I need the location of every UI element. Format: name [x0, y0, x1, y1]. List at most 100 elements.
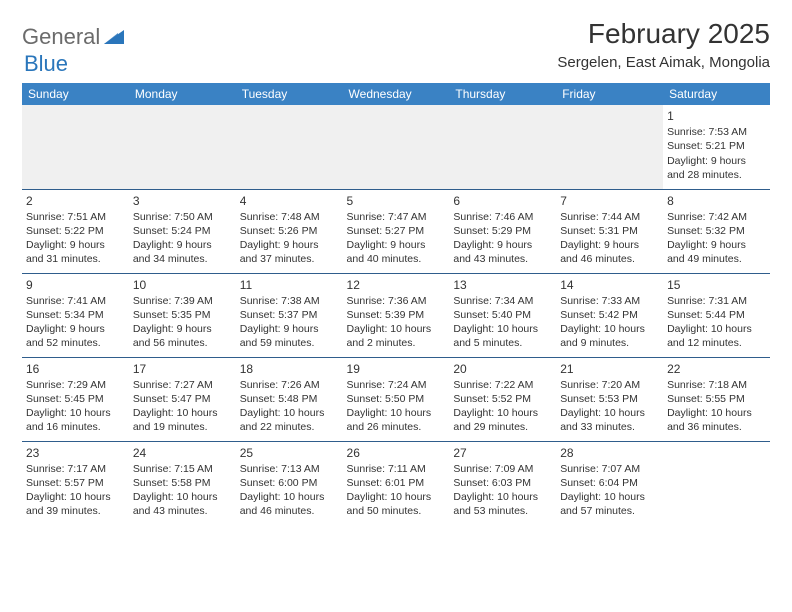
day-info: Sunrise: 7:41 AMSunset: 5:34 PMDaylight:…: [26, 294, 125, 351]
day-info: Sunrise: 7:15 AMSunset: 5:58 PMDaylight:…: [133, 462, 232, 519]
day-info: Sunrise: 7:26 AMSunset: 5:48 PMDaylight:…: [240, 378, 339, 435]
day-number: 23: [26, 445, 125, 461]
calendar-day-cell: 22Sunrise: 7:18 AMSunset: 5:55 PMDayligh…: [663, 357, 770, 441]
day-info: Sunrise: 7:18 AMSunset: 5:55 PMDaylight:…: [667, 378, 766, 435]
day-number: 18: [240, 361, 339, 377]
calendar-day-cell: 27Sunrise: 7:09 AMSunset: 6:03 PMDayligh…: [449, 441, 556, 525]
calendar-day-cell: [236, 105, 343, 189]
weekday-header: Thursday: [449, 83, 556, 105]
weekday-header: Saturday: [663, 83, 770, 105]
day-info: Sunrise: 7:51 AMSunset: 5:22 PMDaylight:…: [26, 210, 125, 267]
weekday-header: Wednesday: [343, 83, 450, 105]
calendar-day-cell: 1Sunrise: 7:53 AMSunset: 5:21 PMDaylight…: [663, 105, 770, 189]
weekday-header: Tuesday: [236, 83, 343, 105]
day-info: Sunrise: 7:29 AMSunset: 5:45 PMDaylight:…: [26, 378, 125, 435]
weekday-header-row: SundayMondayTuesdayWednesdayThursdayFrid…: [22, 83, 770, 105]
day-info: Sunrise: 7:50 AMSunset: 5:24 PMDaylight:…: [133, 210, 232, 267]
day-number: 2: [26, 193, 125, 209]
day-number: 8: [667, 193, 766, 209]
day-number: 17: [133, 361, 232, 377]
day-info: Sunrise: 7:38 AMSunset: 5:37 PMDaylight:…: [240, 294, 339, 351]
day-number: 9: [26, 277, 125, 293]
day-number: 16: [26, 361, 125, 377]
day-number: 19: [347, 361, 446, 377]
day-info: Sunrise: 7:34 AMSunset: 5:40 PMDaylight:…: [453, 294, 552, 351]
calendar-table: SundayMondayTuesdayWednesdayThursdayFrid…: [22, 83, 770, 525]
calendar-week-row: 9Sunrise: 7:41 AMSunset: 5:34 PMDaylight…: [22, 273, 770, 357]
calendar-day-cell: [129, 105, 236, 189]
day-info: Sunrise: 7:24 AMSunset: 5:50 PMDaylight:…: [347, 378, 446, 435]
day-number: 7: [560, 193, 659, 209]
day-number: 3: [133, 193, 232, 209]
logo-text-general: General: [22, 24, 100, 50]
calendar-day-cell: 20Sunrise: 7:22 AMSunset: 5:52 PMDayligh…: [449, 357, 556, 441]
calendar-week-row: 2Sunrise: 7:51 AMSunset: 5:22 PMDaylight…: [22, 189, 770, 273]
day-info: Sunrise: 7:33 AMSunset: 5:42 PMDaylight:…: [560, 294, 659, 351]
weekday-header: Monday: [129, 83, 236, 105]
day-number: 14: [560, 277, 659, 293]
calendar-day-cell: 2Sunrise: 7:51 AMSunset: 5:22 PMDaylight…: [22, 189, 129, 273]
day-info: Sunrise: 7:17 AMSunset: 5:57 PMDaylight:…: [26, 462, 125, 519]
calendar-week-row: 1Sunrise: 7:53 AMSunset: 5:21 PMDaylight…: [22, 105, 770, 189]
calendar-day-cell: [663, 441, 770, 525]
day-number: 22: [667, 361, 766, 377]
calendar-week-row: 16Sunrise: 7:29 AMSunset: 5:45 PMDayligh…: [22, 357, 770, 441]
calendar-day-cell: 19Sunrise: 7:24 AMSunset: 5:50 PMDayligh…: [343, 357, 450, 441]
calendar-day-cell: 4Sunrise: 7:48 AMSunset: 5:26 PMDaylight…: [236, 189, 343, 273]
day-number: 25: [240, 445, 339, 461]
calendar-day-cell: 11Sunrise: 7:38 AMSunset: 5:37 PMDayligh…: [236, 273, 343, 357]
day-number: 10: [133, 277, 232, 293]
calendar-day-cell: 26Sunrise: 7:11 AMSunset: 6:01 PMDayligh…: [343, 441, 450, 525]
weekday-header: Friday: [556, 83, 663, 105]
day-info: Sunrise: 7:47 AMSunset: 5:27 PMDaylight:…: [347, 210, 446, 267]
day-number: 26: [347, 445, 446, 461]
day-number: 24: [133, 445, 232, 461]
calendar-day-cell: 21Sunrise: 7:20 AMSunset: 5:53 PMDayligh…: [556, 357, 663, 441]
calendar-day-cell: 6Sunrise: 7:46 AMSunset: 5:29 PMDaylight…: [449, 189, 556, 273]
day-info: Sunrise: 7:31 AMSunset: 5:44 PMDaylight:…: [667, 294, 766, 351]
weekday-header: Sunday: [22, 83, 129, 105]
day-number: 13: [453, 277, 552, 293]
day-info: Sunrise: 7:39 AMSunset: 5:35 PMDaylight:…: [133, 294, 232, 351]
calendar-week-row: 23Sunrise: 7:17 AMSunset: 5:57 PMDayligh…: [22, 441, 770, 525]
day-number: 4: [240, 193, 339, 209]
day-number: 12: [347, 277, 446, 293]
day-info: Sunrise: 7:36 AMSunset: 5:39 PMDaylight:…: [347, 294, 446, 351]
calendar-day-cell: 12Sunrise: 7:36 AMSunset: 5:39 PMDayligh…: [343, 273, 450, 357]
day-number: 11: [240, 277, 339, 293]
calendar-day-cell: 7Sunrise: 7:44 AMSunset: 5:31 PMDaylight…: [556, 189, 663, 273]
page-title: February 2025: [557, 18, 770, 50]
calendar-day-cell: 16Sunrise: 7:29 AMSunset: 5:45 PMDayligh…: [22, 357, 129, 441]
calendar-body: 1Sunrise: 7:53 AMSunset: 5:21 PMDaylight…: [22, 105, 770, 525]
calendar-day-cell: 25Sunrise: 7:13 AMSunset: 6:00 PMDayligh…: [236, 441, 343, 525]
calendar-day-cell: 13Sunrise: 7:34 AMSunset: 5:40 PMDayligh…: [449, 273, 556, 357]
calendar-day-cell: 18Sunrise: 7:26 AMSunset: 5:48 PMDayligh…: [236, 357, 343, 441]
day-number: 27: [453, 445, 552, 461]
calendar-day-cell: [22, 105, 129, 189]
logo: General: [22, 24, 126, 50]
title-block: February 2025 Sergelen, East Aimak, Mong…: [557, 18, 770, 71]
calendar-day-cell: 5Sunrise: 7:47 AMSunset: 5:27 PMDaylight…: [343, 189, 450, 273]
day-info: Sunrise: 7:48 AMSunset: 5:26 PMDaylight:…: [240, 210, 339, 267]
calendar-day-cell: 3Sunrise: 7:50 AMSunset: 5:24 PMDaylight…: [129, 189, 236, 273]
day-number: 28: [560, 445, 659, 461]
day-info: Sunrise: 7:46 AMSunset: 5:29 PMDaylight:…: [453, 210, 552, 267]
day-info: Sunrise: 7:27 AMSunset: 5:47 PMDaylight:…: [133, 378, 232, 435]
day-number: 6: [453, 193, 552, 209]
day-info: Sunrise: 7:09 AMSunset: 6:03 PMDaylight:…: [453, 462, 552, 519]
calendar-day-cell: 15Sunrise: 7:31 AMSunset: 5:44 PMDayligh…: [663, 273, 770, 357]
calendar-day-cell: [449, 105, 556, 189]
calendar-day-cell: 17Sunrise: 7:27 AMSunset: 5:47 PMDayligh…: [129, 357, 236, 441]
logo-text-blue: Blue: [24, 51, 68, 77]
day-info: Sunrise: 7:42 AMSunset: 5:32 PMDaylight:…: [667, 210, 766, 267]
day-number: 21: [560, 361, 659, 377]
calendar-day-cell: 9Sunrise: 7:41 AMSunset: 5:34 PMDaylight…: [22, 273, 129, 357]
calendar-day-cell: 28Sunrise: 7:07 AMSunset: 6:04 PMDayligh…: [556, 441, 663, 525]
calendar-day-cell: [343, 105, 450, 189]
calendar-day-cell: 10Sunrise: 7:39 AMSunset: 5:35 PMDayligh…: [129, 273, 236, 357]
logo-triangle-icon: [104, 28, 124, 47]
day-info: Sunrise: 7:11 AMSunset: 6:01 PMDaylight:…: [347, 462, 446, 519]
day-number: 5: [347, 193, 446, 209]
calendar-day-cell: 23Sunrise: 7:17 AMSunset: 5:57 PMDayligh…: [22, 441, 129, 525]
day-info: Sunrise: 7:20 AMSunset: 5:53 PMDaylight:…: [560, 378, 659, 435]
